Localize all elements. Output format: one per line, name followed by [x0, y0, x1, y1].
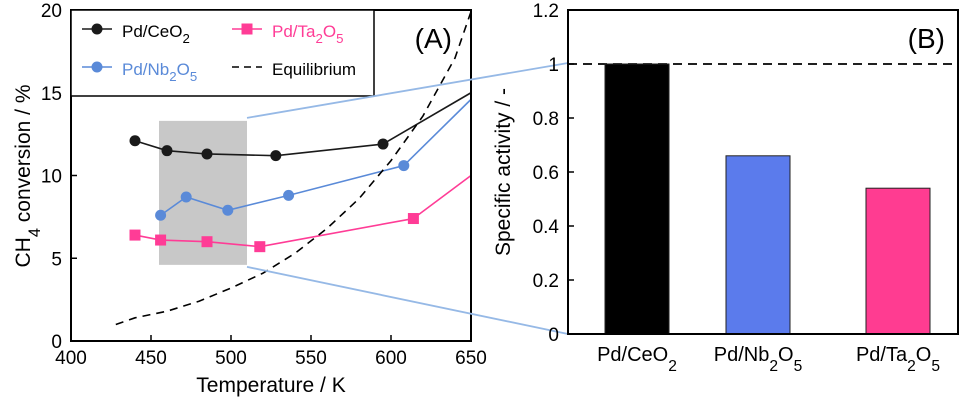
series-0-point	[129, 135, 141, 147]
x-tick-label: 650	[455, 348, 487, 369]
y-tick-label-b: 0.6	[533, 163, 559, 184]
series-1-point	[129, 229, 141, 241]
series-0-point	[201, 148, 213, 160]
series-0-point	[161, 145, 173, 157]
y-tick-label-b: 0.4	[533, 217, 560, 238]
legend-label-1: Pd/Ta2O5	[272, 22, 343, 46]
x-tick-label: 550	[295, 348, 327, 369]
legend-label-2: Pd/Nb2O5	[122, 60, 197, 84]
legend-label-3: Equilibrium	[272, 60, 356, 79]
series-1-point	[407, 213, 419, 225]
y-tick-label-b: 0	[548, 325, 559, 346]
y-tick-label-b: 1	[548, 55, 559, 76]
panel-label-b: (B)	[908, 23, 945, 54]
y-tick-label: 10	[41, 167, 62, 188]
series-1-point	[201, 236, 213, 248]
x-tick-label: 500	[215, 348, 247, 369]
series-1-point	[155, 234, 167, 246]
connector-upper	[246, 62, 569, 119]
series-2-point	[155, 209, 167, 221]
series-0-trend-line	[382, 92, 472, 145]
legend-marker-1	[241, 23, 253, 35]
y-tick-label: 20	[41, 1, 62, 22]
y-tick-label-b: 0.2	[533, 271, 559, 292]
y-tick-label-b: 0.8	[533, 109, 559, 130]
bar-1	[725, 155, 791, 335]
series-1-trend-line	[412, 174, 472, 220]
connector-lower	[246, 265, 569, 335]
y-tick-label: 0	[51, 332, 62, 353]
y-axis-title-b: Specific activity / -	[492, 88, 515, 256]
x-tick-label: 450	[135, 348, 167, 369]
x-tick-label: 600	[375, 348, 407, 369]
y-axis-title-a: CH4 conversion / %	[12, 84, 44, 267]
series-2-point	[283, 189, 295, 201]
legend-label-0: Pd/CeO2	[122, 22, 190, 46]
plot-frame-b	[567, 9, 959, 335]
series-3-equilibrium-line	[115, 11, 472, 326]
legend-marker-2	[91, 61, 103, 73]
category-label-2: Pd/Ta2O5	[856, 344, 940, 375]
y-tick-label: 15	[41, 84, 62, 105]
category-label-0: Pd/CeO2	[597, 344, 677, 375]
series-1-point	[254, 241, 266, 253]
series-2-point	[180, 191, 192, 203]
y-tick-label: 5	[51, 249, 62, 270]
series-2-point	[222, 204, 234, 216]
category-label-1: Pd/Nb2O5	[714, 344, 803, 375]
legend-box	[70, 9, 375, 97]
legend-marker-0	[91, 23, 103, 35]
bar-0	[604, 63, 670, 335]
x-tick-label: 400	[55, 348, 87, 369]
series-0-point	[377, 138, 389, 150]
series-2-trend-line	[403, 98, 472, 167]
series-2-point	[398, 160, 410, 172]
x-axis-title-a: Temperature / K	[196, 374, 345, 397]
panel-label-a: (A)	[415, 23, 452, 54]
y-tick-label-b: 1.2	[533, 1, 559, 22]
bar-2	[865, 187, 931, 335]
series-0-point	[270, 150, 282, 162]
